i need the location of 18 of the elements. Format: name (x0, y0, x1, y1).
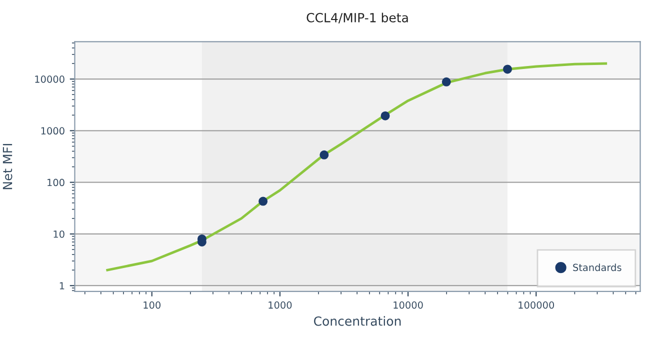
y-tick-label: 1000 (41, 127, 64, 135)
legend-label: Standards (573, 264, 622, 272)
point (503, 64, 512, 74)
chart-title: CCL4/MIP-1 beta (306, 12, 408, 24)
y-tick-label: 100 (48, 178, 64, 186)
point (380, 111, 390, 120)
point (442, 77, 451, 86)
y-tick-label: 1 (60, 282, 64, 290)
y-tick-label: 10 (54, 230, 64, 238)
x-tick-label: 100 (144, 301, 160, 309)
x-tick-label: 1000 (268, 301, 292, 309)
x-tick-label: 100000 (518, 301, 554, 309)
point (320, 150, 329, 160)
x-axis-title: Concentration (314, 316, 401, 326)
x-tick-label: 10000 (394, 301, 423, 309)
y-tick-label: 10000 (35, 76, 64, 83)
y-axis-title: Net MFI (2, 144, 12, 190)
point (258, 196, 268, 206)
